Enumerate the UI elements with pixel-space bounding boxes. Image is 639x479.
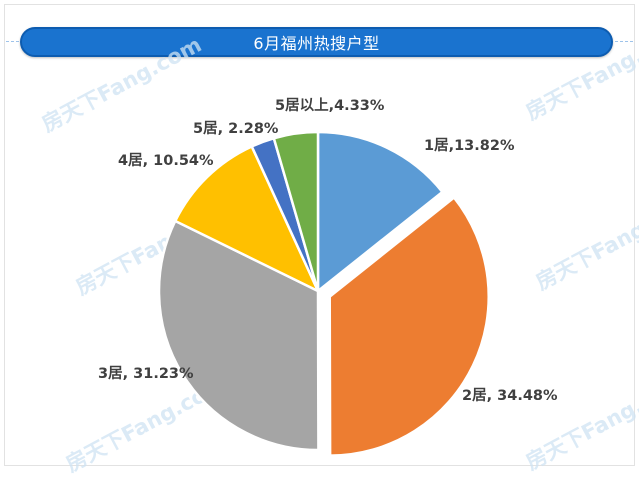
data-label-6: 5居以上,4.33% (275, 97, 385, 114)
data-label-5: 5居, 2.28% (193, 120, 279, 137)
data-label-1: 1居,13.82% (424, 137, 515, 154)
pie-slice-3 (157, 219, 320, 452)
data-label-4: 4居, 10.54% (118, 152, 214, 169)
pie-slice-1 (316, 130, 445, 294)
pie-slice-2 (328, 195, 490, 457)
chart-frame (4, 4, 635, 466)
pie-slice-6 (272, 130, 320, 292)
data-label-3: 3居, 31.23% (98, 365, 194, 382)
title-banner: 6月福州热搜户型 (20, 27, 613, 57)
pie-slice-4 (173, 144, 321, 294)
chart-title: 6月福州热搜户型 (253, 34, 380, 53)
data-label-2: 2居, 34.48% (462, 387, 558, 404)
